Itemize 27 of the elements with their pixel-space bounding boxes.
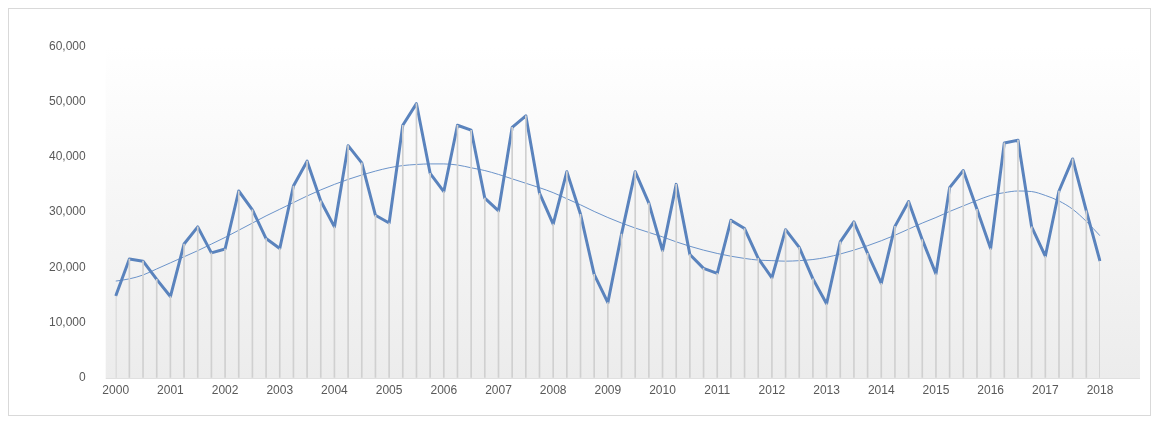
y-tick-label: 60,000 (49, 38, 87, 53)
y-tick-label: 0 (79, 370, 87, 385)
x-tick-label: 2001 (157, 383, 185, 398)
x-tick-label: 2007 (485, 383, 513, 398)
x-tick-label: 2005 (375, 383, 403, 398)
y-tick-label: 30,000 (49, 204, 87, 219)
x-tick-label: 2012 (758, 383, 786, 398)
y-tick-label: 10,000 (49, 314, 87, 329)
y-tick-label: 50,000 (49, 93, 87, 108)
x-tick-label: 2000 (102, 383, 130, 398)
x-tick-label: 2015 (922, 383, 950, 398)
x-tick-label: 2009 (594, 383, 622, 398)
x-tick-label: 2018 (1086, 383, 1114, 398)
x-tick-label: 2006 (430, 383, 458, 398)
x-tick-label: 2004 (321, 383, 349, 398)
y-tick-label: 20,000 (49, 259, 87, 274)
x-tick-label: 2016 (977, 383, 1005, 398)
x-tick-label: 2003 (266, 383, 294, 398)
x-tick-label: 2014 (867, 383, 895, 398)
x-tick-label: 2008 (539, 383, 567, 398)
x-tick-label: 2010 (649, 383, 677, 398)
x-tick-label: 2002 (211, 383, 239, 398)
y-tick-label: 40,000 (49, 149, 87, 164)
x-tick-label: 2011 (704, 383, 731, 398)
line-series (115, 163, 1101, 282)
x-tick-label: 2013 (813, 383, 841, 398)
x-tick-label: 2017 (1031, 383, 1059, 398)
